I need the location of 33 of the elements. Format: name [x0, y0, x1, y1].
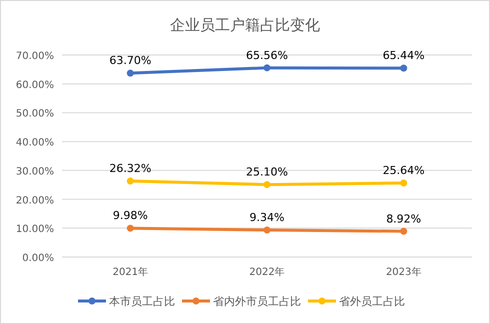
point	[126, 178, 134, 185]
data-label: 63.70%	[109, 54, 152, 68]
legend-label: 省内外市员工占比	[213, 295, 301, 308]
y-tick-label: 10.00%	[16, 224, 54, 236]
point	[264, 64, 270, 72]
y-tick-label: 40.00%	[16, 138, 54, 149]
point	[400, 64, 408, 72]
point	[264, 181, 270, 188]
data-label: 9.34%	[250, 211, 284, 224]
x-tick-label: 2022年	[249, 266, 285, 278]
data-label: 65.56%	[246, 48, 288, 62]
legend-label: 省外员工占比	[339, 295, 405, 308]
data-label: 25.64%	[382, 164, 425, 178]
data-label: 25.10%	[246, 166, 288, 179]
y-tick-label: 30.00%	[16, 166, 54, 178]
data-label: 65.44%	[382, 49, 425, 62]
y-tick-label: 0.00%	[22, 253, 54, 264]
point	[126, 70, 134, 77]
chart-title: 企业员工户籍占比变化	[170, 16, 320, 34]
y-tick-label: 20.00%	[16, 195, 54, 206]
point	[400, 180, 408, 187]
data-label: 26.32%	[109, 162, 152, 176]
x-tick-label: 2023年	[386, 266, 422, 278]
data-label: 8.92%	[386, 212, 422, 226]
y-tick-label: 70.00%	[16, 51, 54, 62]
point	[264, 226, 270, 234]
y-tick-label: 60.00%	[16, 80, 54, 91]
legend-label: 本市员工占比	[109, 295, 175, 308]
data-label: 9.98%	[112, 209, 148, 222]
y-tick-label: 50.00%	[16, 108, 54, 120]
point	[400, 228, 408, 235]
point	[126, 224, 134, 232]
x-tick-label: 2021年	[112, 266, 148, 278]
